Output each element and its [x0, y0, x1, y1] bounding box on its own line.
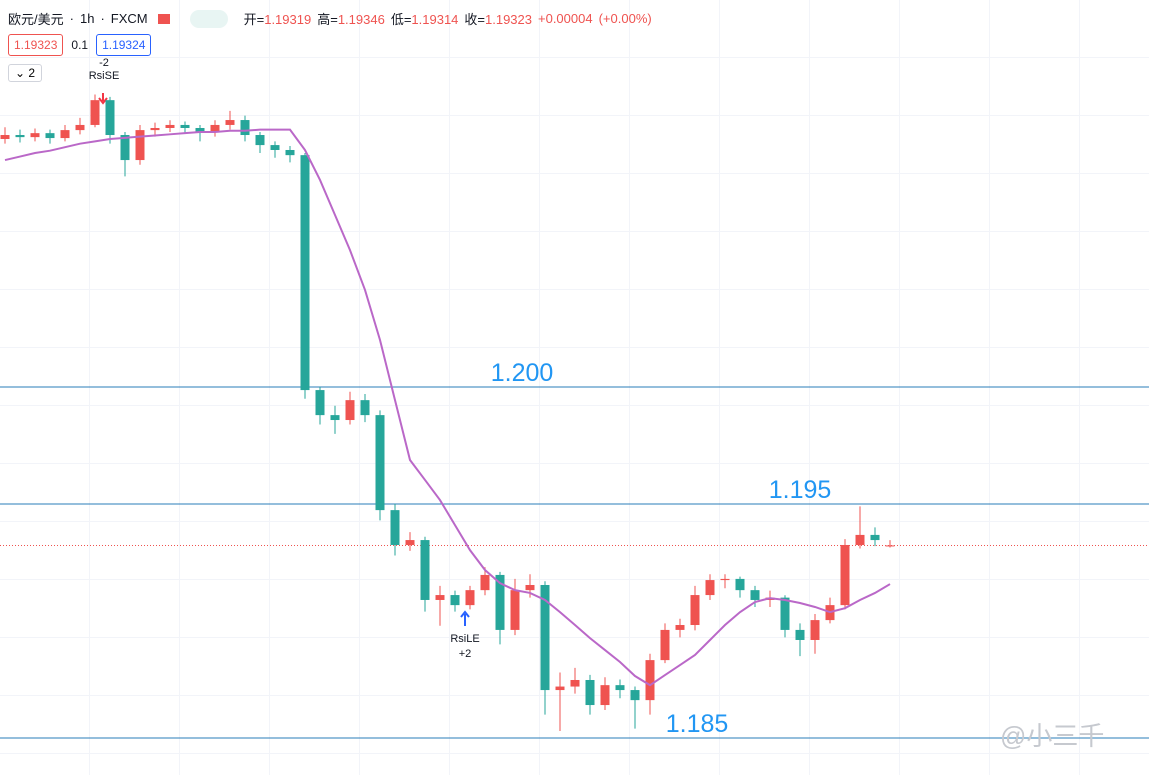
sell-arrow — [98, 93, 108, 105]
candle-body — [270, 145, 280, 150]
candle-body — [150, 127, 160, 131]
indicator-toggle[interactable]: ⌄ 2 — [8, 64, 43, 82]
candle-body — [60, 130, 70, 139]
candle-body — [705, 580, 715, 596]
candle-body — [315, 390, 325, 416]
candle-body — [345, 400, 355, 421]
signal-label: RsiLE — [450, 633, 479, 645]
buy-arrow — [460, 610, 470, 626]
flag-icon — [157, 13, 170, 24]
candle-body — [45, 133, 55, 139]
candle-body — [405, 540, 415, 545]
candle-body — [780, 597, 790, 630]
candle-body — [885, 545, 895, 547]
level-label: 1.200 — [491, 359, 554, 387]
source: FXCM — [110, 11, 148, 26]
candle-body — [30, 133, 40, 138]
candle-body — [285, 149, 295, 156]
candle-body — [600, 685, 610, 706]
signal-value: -2 — [99, 57, 109, 69]
buy-button[interactable]: 1.19324 — [96, 34, 152, 56]
ohlc-label: 低= — [390, 12, 412, 27]
ohlc-value: 1.19323 — [485, 12, 532, 27]
candle-body — [465, 590, 475, 606]
candle-body — [795, 629, 805, 640]
symbol[interactable]: 欧元/美元 — [8, 12, 64, 27]
indicator-count: 2 — [28, 66, 36, 80]
candle-body — [90, 100, 100, 125]
candle-body — [15, 135, 25, 138]
candle-body — [165, 124, 175, 128]
candle-body — [105, 100, 115, 136]
candle-body — [435, 595, 445, 600]
candle-body — [720, 578, 730, 581]
sell-button[interactable]: 1.19323 — [8, 34, 64, 56]
level-label: 1.195 — [769, 476, 832, 504]
candle-body — [525, 584, 535, 591]
candle-body — [135, 130, 145, 161]
change: +0.00004 — [538, 11, 593, 26]
candle-body — [840, 544, 850, 606]
interval[interactable]: 1h — [79, 11, 95, 26]
candle-body — [690, 595, 700, 626]
candle-body — [615, 685, 625, 691]
change-percent: (+0.00%) — [598, 11, 652, 26]
candle-body — [120, 135, 130, 161]
candle-body — [660, 629, 670, 661]
candle-body — [225, 120, 235, 125]
candle-body — [210, 124, 220, 132]
candle-body — [510, 590, 520, 630]
candle-body — [180, 124, 190, 128]
watermark: @小三千 — [1000, 721, 1105, 751]
candle-body — [0, 135, 10, 139]
candle-body — [555, 686, 565, 691]
candle-body — [810, 620, 820, 640]
legend: 欧元/美元 · 1h · FXCM 开=1.19319 高=1.19346 低=1.… — [8, 9, 652, 28]
candle-body — [375, 415, 385, 511]
candle-body — [630, 690, 640, 701]
trade-buttons: 1.19323 0.1 1.19324 — [8, 34, 152, 56]
moving-average — [4, 128, 891, 687]
candle-body — [330, 415, 340, 421]
signal-value: +2 — [459, 648, 472, 660]
signal-label: RsiSE — [89, 70, 120, 82]
level-label: 1.185 — [666, 710, 729, 738]
candle-body — [360, 400, 370, 416]
ohlc-value: 1.19314 — [411, 12, 459, 27]
candle-body — [300, 155, 310, 391]
candle-body — [675, 625, 685, 630]
candle-body — [195, 127, 205, 132]
candle-body — [735, 578, 745, 591]
ohlc-label: 高= — [317, 12, 338, 27]
spread: 0.1 — [71, 38, 89, 52]
status-pill[interactable] — [189, 9, 228, 28]
candle-body — [570, 679, 580, 687]
candle-body — [75, 124, 85, 131]
candle-body — [495, 574, 505, 630]
candle-body — [255, 135, 265, 146]
candle-body — [450, 595, 460, 606]
candle-body — [540, 584, 550, 691]
ohlc-label: 收= — [464, 12, 485, 27]
candle-body — [750, 590, 760, 600]
candle-body — [480, 574, 490, 591]
ohlc-label: 开= — [243, 12, 265, 27]
candle-body — [645, 660, 655, 701]
candle-body — [870, 534, 880, 541]
candle-body — [855, 534, 865, 545]
ohlc-value: 1.19319 — [264, 12, 312, 27]
candle-body — [420, 540, 430, 600]
candle-body — [585, 679, 595, 706]
candle-body — [240, 120, 250, 136]
ohlc-value: 1.19346 — [337, 12, 385, 27]
candle-body — [390, 510, 400, 545]
